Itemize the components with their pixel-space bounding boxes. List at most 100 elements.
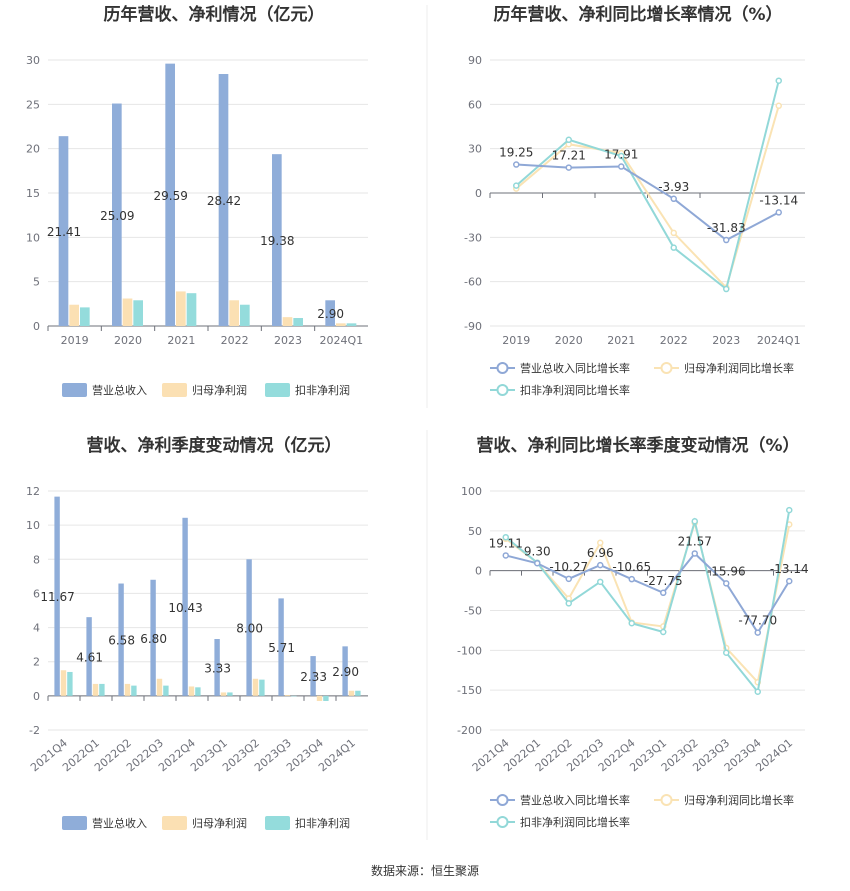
chart2-bar-revenue bbox=[118, 583, 124, 696]
chart3-point-revenue bbox=[502, 552, 509, 559]
chart1-y-tick-label: -90 bbox=[464, 320, 482, 333]
chart1-point-revenue bbox=[513, 161, 520, 168]
chart1-point-net-profit bbox=[775, 102, 782, 110]
chart2-bar-deducted-profit bbox=[259, 679, 265, 696]
chart1-x-tick-label: 2020 bbox=[555, 334, 583, 347]
chart1-data-label: -31.83 bbox=[707, 221, 746, 235]
chart1-legend-label-net-profit: 归母净利润同比增长率 bbox=[684, 361, 794, 375]
chart1-data-label: 17.21 bbox=[552, 149, 586, 163]
data-source-note: 数据来源：恒生聚源 bbox=[371, 863, 479, 878]
chart0-y-tick-label: 15 bbox=[26, 187, 40, 200]
chart3-point-revenue bbox=[786, 577, 793, 585]
chart3-line-revenue bbox=[505, 552, 791, 635]
chart2-bar-net-profit bbox=[124, 683, 131, 696]
chart2-legend-swatch-net-profit bbox=[162, 816, 187, 830]
chart-title-quarterly-growth: 营收、净利同比增长率季度变动情况（%） bbox=[476, 435, 799, 456]
chart0-bar-deducted-profit bbox=[186, 293, 197, 326]
chart3-y-tick-label: -200 bbox=[457, 724, 482, 737]
chart1-x-tick-label: 2021 bbox=[607, 334, 635, 347]
chart1-y-tick-label: -30 bbox=[464, 231, 482, 244]
chart3-point-revenue bbox=[660, 589, 667, 597]
chart1-data-label: 19.25 bbox=[499, 146, 533, 160]
chart3-data-label: 6.96 bbox=[587, 546, 614, 560]
chart1-point-revenue bbox=[565, 164, 572, 171]
chart2-y-tick-label: 2 bbox=[33, 656, 40, 669]
chart2-bar-deducted-profit bbox=[163, 685, 169, 696]
chart3-data-label: -10.65 bbox=[612, 560, 651, 574]
chart1-x-tick-label: 2023 bbox=[712, 334, 740, 347]
chart1-y-tick-label: 0 bbox=[475, 187, 482, 200]
chart0-bar-deducted-profit bbox=[240, 304, 250, 326]
chart3-point-revenue bbox=[723, 580, 730, 587]
chart1-point-revenue bbox=[618, 163, 625, 170]
chart2-bar-revenue bbox=[278, 598, 284, 696]
chart2-data-label: 2.33 bbox=[300, 670, 327, 684]
chart2-data-label: 8.00 bbox=[236, 622, 263, 636]
chart2-bar-net-profit bbox=[284, 695, 291, 696]
chart2-y-tick-label: -2 bbox=[29, 724, 40, 737]
chart3-data-label: -77.70 bbox=[738, 614, 777, 628]
chart1-legend-marker-revenue bbox=[496, 362, 509, 374]
chart3-point-deducted-profit bbox=[565, 600, 572, 607]
chart2-y-tick-label: 10 bbox=[26, 519, 40, 532]
chart3-data-label: -27.75 bbox=[644, 574, 683, 588]
chart2-legend-label-deducted-profit: 扣非净利润 bbox=[295, 816, 350, 830]
chart3-point-deducted-profit bbox=[660, 628, 667, 636]
chart2-y-tick-label: 0 bbox=[33, 690, 40, 703]
chart-title-annual-revenue: 历年营收、净利情况（亿元） bbox=[104, 4, 325, 25]
chart0-legend-swatch-deducted-profit bbox=[265, 383, 290, 397]
chart1-line-deducted-profit bbox=[515, 80, 780, 291]
chart2-legend-label-revenue: 营业总收入 bbox=[92, 816, 147, 830]
chart2-data-label: 6.80 bbox=[140, 632, 167, 646]
chart2-bar-net-profit bbox=[220, 692, 227, 696]
chart3-legend-label-deducted-profit: 扣非净利润同比增长率 bbox=[520, 815, 630, 829]
chart2-y-tick-label: 4 bbox=[33, 622, 40, 635]
chart0-y-tick-label: 0 bbox=[33, 320, 40, 333]
chart0-x-tick-label: 2021 bbox=[167, 334, 195, 347]
chart2-data-label: 10.43 bbox=[168, 601, 202, 615]
chart0-group: 0 5 10 15 20 25 30 2019 2020 2021 2022 2023 2024Q1 21… bbox=[26, 54, 368, 397]
chart2-y-tick-label: 12 bbox=[26, 485, 40, 498]
chart3-data-label: 9.30 bbox=[524, 544, 551, 558]
chart2-bar-net-profit bbox=[252, 678, 259, 696]
chart0-data-label: 2.90 bbox=[317, 307, 344, 321]
chart0-data-label: 25.09 bbox=[100, 209, 134, 223]
chart2-bar-net-profit bbox=[188, 686, 195, 696]
chart2-data-label: 3.33 bbox=[204, 661, 231, 675]
chart0-legend-swatch-net-profit bbox=[162, 383, 187, 397]
chart2-bar-revenue bbox=[310, 656, 316, 696]
chart1-legend-marker-net-profit bbox=[660, 362, 673, 374]
chart0-bar-net-profit bbox=[69, 304, 79, 326]
chart1-y-tick-label: 30 bbox=[468, 143, 482, 156]
chart0-x-tick-label: 2019 bbox=[61, 334, 89, 347]
chart1-x-tick-label: 2019 bbox=[502, 334, 530, 347]
chart1-legend-marker-deducted-profit bbox=[496, 384, 509, 396]
chart3-point-deducted-profit bbox=[628, 619, 635, 627]
chart0-legend-label-deducted-profit: 扣非净利润 bbox=[295, 383, 350, 397]
chart3-point-revenue bbox=[597, 561, 604, 569]
chart3-y-tick-label: -100 bbox=[457, 644, 482, 657]
chart1-point-revenue bbox=[670, 195, 677, 203]
chart1-group: -90 -60 -30 0 30 60 90 2019 2020 2021 2022 2023 2024… bbox=[464, 54, 805, 397]
chart2-bar-revenue bbox=[182, 517, 188, 696]
chart2-bar-net-profit bbox=[348, 690, 355, 696]
chart0-x-tick-label: 2020 bbox=[114, 334, 142, 347]
chart3-point-revenue bbox=[534, 560, 541, 567]
chart0-y-tick-label: 5 bbox=[33, 276, 40, 289]
chart3-legend-label-revenue: 营业总收入同比增长率 bbox=[520, 793, 630, 807]
chart3-y-tick-label: 100 bbox=[461, 485, 482, 498]
chart1-legend-label-revenue: 营业总收入同比增长率 bbox=[520, 361, 630, 375]
chart3-point-deducted-profit bbox=[754, 688, 761, 696]
chart0-y-tick-label: 25 bbox=[26, 98, 40, 111]
chart3-legend-marker-net-profit bbox=[660, 794, 673, 806]
chart3-line-deducted-profit bbox=[505, 509, 791, 695]
chart3-point-deducted-profit bbox=[723, 649, 730, 656]
chart1-data-label: -3.93 bbox=[658, 180, 689, 194]
chart0-data-label: 21.41 bbox=[47, 225, 81, 239]
chart0-bar-revenue bbox=[272, 154, 282, 326]
chart2-bar-revenue bbox=[342, 646, 348, 696]
chart-title-quarterly-revenue: 营收、净利季度变动情况（亿元） bbox=[87, 435, 342, 456]
chart3-point-deducted-profit bbox=[691, 518, 698, 525]
chart3-legend-label-net-profit: 归母净利润同比增长率 bbox=[684, 793, 794, 807]
chart2-data-label: 6.58 bbox=[108, 634, 135, 648]
